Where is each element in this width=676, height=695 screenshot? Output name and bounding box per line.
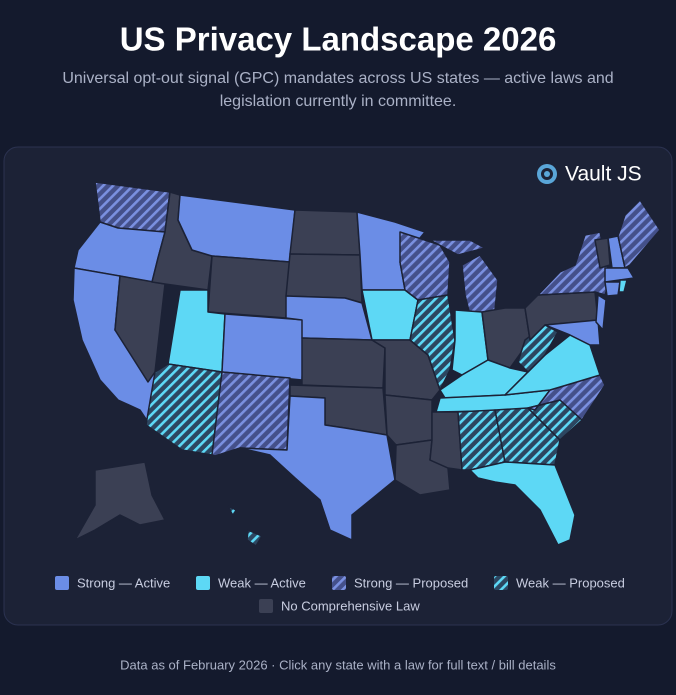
state bbox=[301, 337, 386, 389]
state[interactable] bbox=[239, 395, 396, 541]
legend-swatch bbox=[55, 576, 69, 590]
state[interactable] bbox=[221, 313, 306, 381]
brand-logo: Vault JS bbox=[537, 163, 642, 186]
state bbox=[289, 209, 361, 256]
legend-swatch bbox=[259, 599, 273, 613]
legend-label: Strong — Active bbox=[77, 575, 170, 590]
state bbox=[74, 461, 166, 541]
us-map bbox=[72, 181, 661, 547]
legend-label: Weak — Proposed bbox=[516, 575, 625, 590]
state bbox=[594, 237, 611, 269]
state bbox=[429, 411, 463, 471]
state[interactable] bbox=[618, 279, 628, 293]
state[interactable] bbox=[211, 371, 291, 457]
legend: Strong — Active Weak — Active Strong — Pro… bbox=[55, 575, 625, 613]
state[interactable] bbox=[504, 334, 601, 396]
state[interactable] bbox=[494, 407, 561, 466]
subtitle: legislation currently in committee. bbox=[220, 93, 457, 110]
legend-label: Weak — Active bbox=[218, 575, 306, 590]
state[interactable] bbox=[409, 294, 456, 391]
brand-name: Vault JS bbox=[565, 163, 642, 186]
state bbox=[207, 255, 291, 319]
title: US Privacy Landscape 2026 bbox=[120, 21, 557, 58]
legend-swatch bbox=[196, 576, 210, 590]
state[interactable] bbox=[544, 319, 601, 346]
state[interactable] bbox=[246, 529, 263, 547]
legend-swatch bbox=[332, 576, 346, 590]
state[interactable] bbox=[469, 461, 576, 546]
state[interactable] bbox=[537, 231, 611, 296]
state[interactable] bbox=[604, 281, 621, 297]
legend-swatch bbox=[494, 576, 508, 590]
subtitle: Universal opt-out signal (GPC) mandates … bbox=[62, 70, 613, 87]
legend-label: Strong — Proposed bbox=[354, 575, 468, 590]
footer-note: Data as of February 2026 · Click any sta… bbox=[120, 657, 556, 672]
state[interactable] bbox=[595, 294, 607, 331]
legend-label: No Comprehensive Law bbox=[281, 598, 420, 613]
state[interactable] bbox=[604, 267, 635, 283]
state[interactable] bbox=[227, 505, 237, 517]
logo-icon bbox=[544, 171, 550, 177]
state bbox=[384, 394, 433, 446]
state[interactable] bbox=[361, 289, 419, 341]
state[interactable] bbox=[429, 239, 486, 256]
